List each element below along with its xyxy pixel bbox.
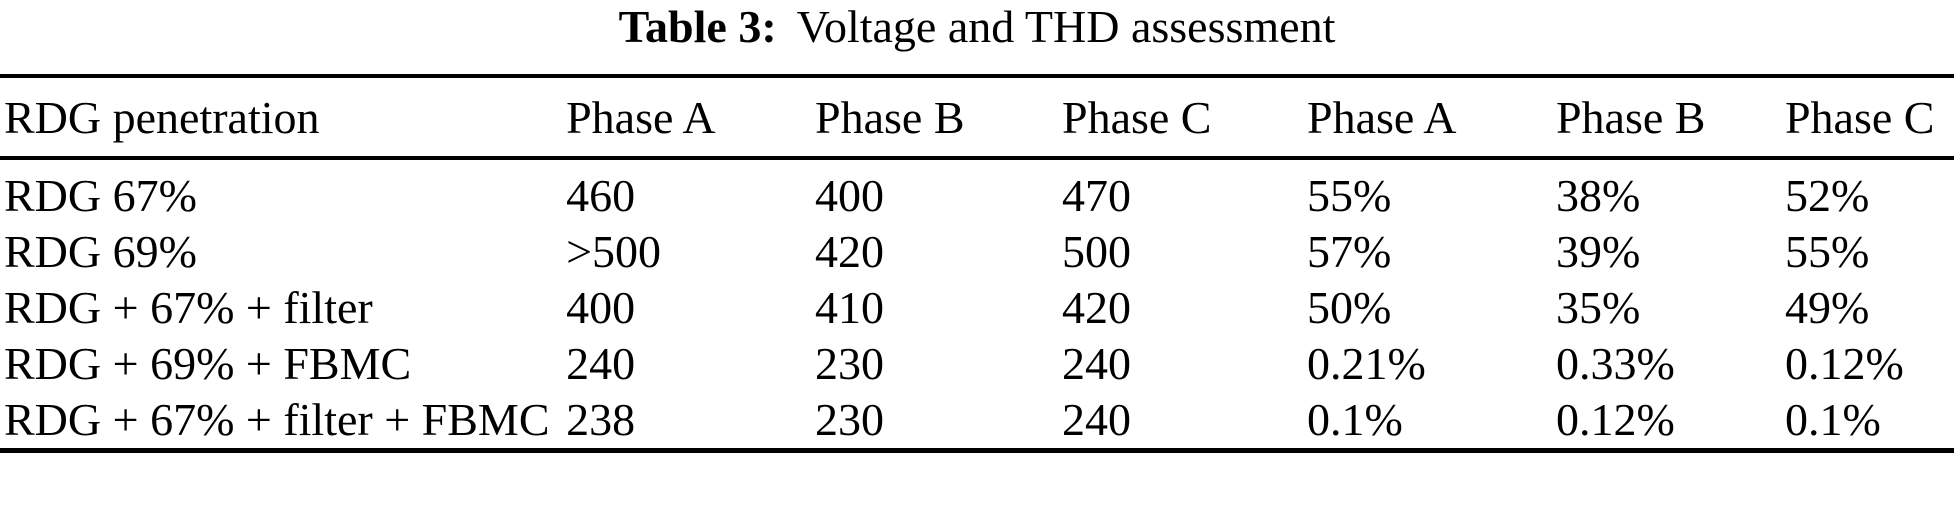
cell-value: 0.33%	[1555, 338, 1675, 389]
cell-value: 49%	[1784, 282, 1870, 333]
cell-value: 38%	[1555, 170, 1641, 221]
table-body: RDG 67% 460 400 470 55% 38% 52% RDG 69% …	[0, 158, 1954, 451]
cell-value: >500	[566, 226, 662, 277]
table-row: RDG 67% 460 400 470 55% 38% 52%	[0, 158, 1954, 224]
cell-value: 460	[566, 170, 636, 221]
header-voltage-phase-a: Phase A	[566, 76, 815, 160]
header-thd-phase-c: Phase C	[1784, 76, 1954, 160]
row-label: RDG + 69% + FBMC	[4, 338, 412, 389]
cell-value: 400	[566, 282, 636, 333]
header-row: RDG penetration Phase A Phase B Phase C …	[0, 76, 1954, 160]
table-row: RDG 69% >500 420 500 57% 39% 55%	[0, 224, 1954, 280]
cell-value: 240	[1061, 394, 1131, 445]
cell-value: 470	[1061, 170, 1131, 221]
cell-value: 238	[566, 394, 636, 445]
cell-value: 400	[815, 170, 884, 221]
cell-value: 55%	[1307, 170, 1392, 221]
cell-value: 52%	[1784, 170, 1870, 221]
cell-value: 0.1%	[1784, 394, 1881, 445]
cell-value: 500	[1061, 226, 1131, 277]
table-caption-title: Voltage and THD assessment	[796, 1, 1336, 52]
cell-value: 420	[815, 226, 884, 277]
cell-value: 55%	[1784, 226, 1870, 277]
cell-value: 240	[566, 338, 636, 389]
header-thd-phase-b: Phase B	[1555, 76, 1785, 160]
header-voltage-phase-b: Phase B	[815, 76, 1062, 160]
table-row: RDG + 67% + filter 400 410 420 50% 35% 4…	[0, 280, 1954, 336]
cell-value: 240	[1061, 338, 1131, 389]
cell-value: 39%	[1555, 226, 1641, 277]
header-rdg-penetration: RDG penetration	[0, 76, 567, 160]
cell-value: 50%	[1307, 282, 1392, 333]
voltage-thd-table: RDG penetration Phase A Phase B Phase C …	[0, 74, 1954, 453]
cell-value: 230	[815, 394, 884, 445]
header-thd-phase-a: Phase A	[1307, 76, 1556, 160]
table-caption: Table 3: Voltage and THD assessment	[0, 0, 1954, 52]
row-label: RDG 67%	[4, 170, 197, 221]
cell-value: 230	[815, 338, 884, 389]
cell-value: 0.1%	[1307, 394, 1403, 445]
row-label: RDG + 67% + filter	[4, 282, 373, 333]
cell-value: 0.12%	[1555, 394, 1675, 445]
row-label: RDG + 67% + filter + FBMC	[4, 394, 550, 445]
cell-value: 0.12%	[1784, 338, 1904, 389]
table-row: RDG + 67% + filter + FBMC 238 230 240 0.…	[0, 392, 1954, 451]
row-label: RDG 69%	[4, 226, 197, 277]
cell-value: 0.21%	[1307, 338, 1426, 389]
cell-value: 420	[1061, 282, 1131, 333]
table-header: RDG penetration Phase A Phase B Phase C …	[0, 76, 1954, 160]
cell-value: 57%	[1307, 226, 1392, 277]
cell-value: 35%	[1555, 282, 1641, 333]
table-row: RDG + 69% + FBMC 240 230 240 0.21% 0.33%…	[0, 336, 1954, 392]
cell-value: 410	[815, 282, 884, 333]
table-caption-number: Table 3:	[618, 1, 777, 52]
header-voltage-phase-c: Phase C	[1061, 76, 1308, 160]
